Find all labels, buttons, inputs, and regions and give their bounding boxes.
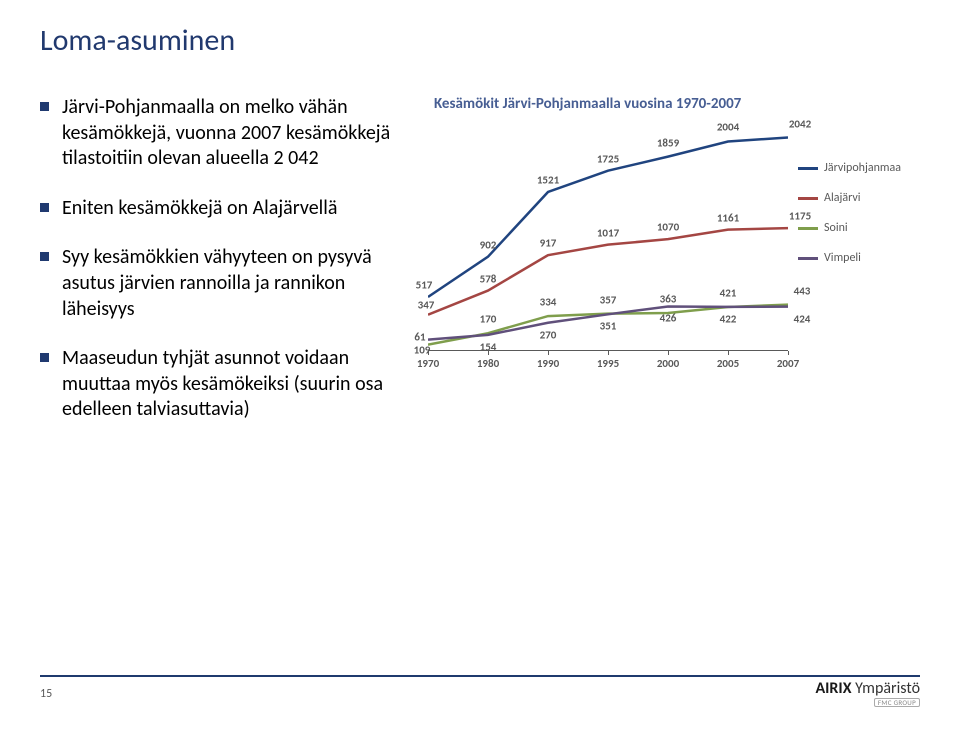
bullet-list: Järvi-Pohjanmaalla on melko vähän kesämö… [40, 95, 410, 447]
data-label: 334 [540, 296, 557, 309]
data-label: 443 [794, 284, 811, 297]
legend-swatch [798, 227, 818, 230]
data-label: 422 [720, 312, 737, 325]
x-axis-label: 1990 [537, 357, 559, 370]
legend-swatch [798, 197, 818, 200]
data-label: 347 [418, 298, 435, 311]
logo-sub: FMC GROUP [874, 698, 920, 707]
chart-area: 5179021521172518592004204234757891710171… [428, 121, 908, 401]
data-label: 357 [600, 293, 617, 306]
data-label: 61 [414, 330, 425, 343]
bullet-item: Maaseudun tyhjät asunnot voidaan muuttaa… [40, 346, 410, 423]
x-axis-label: 2005 [717, 357, 739, 370]
data-label: 1521 [537, 173, 559, 186]
legend-swatch [798, 167, 818, 170]
data-label: 426 [660, 312, 677, 325]
x-tick [788, 351, 789, 355]
x-axis-label: 1980 [477, 357, 499, 370]
logo-bold: AIRIX [815, 679, 851, 698]
x-tick [548, 351, 549, 355]
page-number: 15 [40, 687, 52, 701]
data-label: 270 [540, 328, 557, 341]
legend-item: Soini [798, 221, 901, 235]
legend-swatch [798, 257, 818, 260]
chart-title: Kesämökit Järvi-Pohjanmaalla vuosina 197… [434, 95, 920, 113]
footer-logo: AIRIX Ympäristö FMC GROUP [815, 681, 920, 707]
data-label: 2004 [717, 121, 739, 134]
data-label: 351 [600, 320, 617, 333]
chart-legend: Järvipohjanmaa Alajärvi Soini Vimpeli [798, 161, 901, 281]
x-tick [668, 351, 669, 355]
page-title: Loma-asuminen [40, 22, 920, 59]
legend-label: Alajärvi [824, 191, 861, 205]
x-tick [488, 351, 489, 355]
x-axis-label: 1995 [597, 357, 619, 370]
bullet-item: Syy kesämökkien vähyyteen on pysyvä asut… [40, 245, 410, 322]
chart-container: Kesämökit Järvi-Pohjanmaalla vuosina 197… [428, 95, 920, 401]
data-label: 1017 [597, 226, 619, 239]
data-label: 363 [660, 293, 677, 306]
data-label: 170 [480, 313, 497, 326]
legend-item: Vimpeli [798, 251, 901, 265]
footer-divider [40, 675, 920, 677]
legend-label: Järvipohjanmaa [824, 161, 901, 175]
data-label: 1725 [597, 152, 619, 165]
content-row: Järvi-Pohjanmaalla on melko vähän kesämö… [40, 95, 920, 447]
data-label: 902 [480, 238, 497, 251]
chart-plot: 5179021521172518592004204234757891710171… [428, 121, 788, 351]
data-label: 421 [720, 286, 737, 299]
data-label: 578 [480, 272, 497, 285]
x-axis-label: 2000 [657, 357, 679, 370]
x-tick [728, 351, 729, 355]
legend-label: Soini [824, 221, 848, 235]
legend-label: Vimpeli [824, 251, 861, 265]
logo-rest: Ympäristö [852, 679, 921, 698]
x-axis-label: 2007 [777, 357, 799, 370]
legend-item: Järvipohjanmaa [798, 161, 901, 175]
data-label: 917 [540, 237, 557, 250]
footer: 15 AIRIX Ympäristö FMC GROUP [0, 675, 960, 707]
data-label: 1161 [717, 211, 739, 224]
data-label: 1070 [657, 221, 679, 234]
bullet-item: Eniten kesämökkejä on Alajärvellä [40, 196, 410, 222]
bullet-item: Järvi-Pohjanmaalla on melko vähän kesämö… [40, 95, 410, 172]
x-axis-label: 1970 [417, 357, 439, 370]
data-label: 2042 [789, 117, 811, 130]
x-tick [428, 351, 429, 355]
x-tick [608, 351, 609, 355]
data-label: 424 [794, 312, 811, 325]
data-label: 1859 [657, 136, 679, 149]
data-label: 517 [416, 278, 433, 291]
legend-item: Alajärvi [798, 191, 901, 205]
